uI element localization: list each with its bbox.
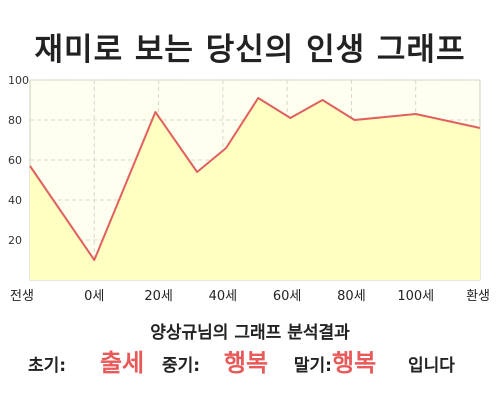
y-axis-ticks: 20 40 60 80 100 [8, 74, 29, 247]
chart-title: 재미로 보는 당신의 인생 그래프 [34, 32, 466, 68]
x-tick-label: 전생 [10, 289, 34, 304]
y-tick-label: 60 [8, 154, 22, 167]
early-value: 출세 [99, 349, 145, 377]
y-tick-label: 40 [8, 194, 22, 207]
x-tick-label: 20세 [144, 289, 173, 304]
ending-text: 입니다 [408, 356, 455, 376]
series-line-path [29, 97, 481, 261]
x-tick-label: 100세 [397, 289, 434, 304]
x-tick-label: 환생 [466, 289, 490, 304]
series-line [29, 97, 481, 261]
y-tick-label: 20 [8, 234, 22, 247]
late-label: 말기: [293, 356, 332, 376]
analysis-subtitle: 양상규님의 그래프 분석결과 [150, 323, 350, 343]
x-axis-ticks: 전생 0세 20세 40세 60세 80세 100세 환생 [10, 289, 490, 304]
y-tick-label: 100 [8, 74, 29, 87]
life-graph-chart: 20 40 60 80 100 전생 0세 20세 40세 60세 80세 100세 환생 [8, 74, 490, 304]
x-tick-label: 60세 [273, 289, 302, 304]
middle-label: 중기: [161, 356, 201, 376]
x-tick-label: 0세 [84, 289, 104, 304]
early-label: 초기: [28, 356, 67, 376]
middle-value: 행복 [223, 349, 269, 377]
x-tick-label: 40세 [209, 289, 238, 304]
analysis-result: 초기: 출세 중기: 행복 말기:행복 입니다 [28, 346, 488, 383]
y-tick-label: 80 [8, 114, 22, 127]
x-tick-label: 80세 [337, 289, 366, 304]
late-value: 행복 [332, 349, 377, 377]
